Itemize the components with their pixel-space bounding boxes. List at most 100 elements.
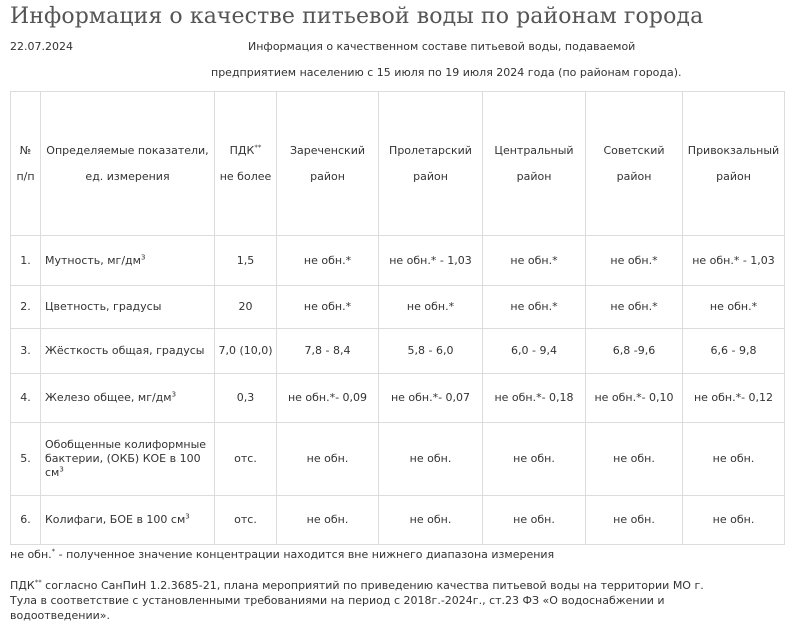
footnote-pdk: ПДК** согласно СанПиН 1.2.3685-21, плана… [10, 578, 730, 623]
value-proletarsky: 5,8 - 6,0 [378, 328, 483, 374]
header-district-line2: район [716, 169, 751, 183]
footnote-not-detected: не обн.* - полученное значение концентра… [10, 548, 554, 561]
row-pdk: 20 [214, 285, 277, 329]
row-pdk: 1,5 [214, 235, 277, 286]
value-tsentralny: не обн.*- 0,18 [482, 373, 586, 423]
header-number-line2: п/п [16, 169, 35, 183]
header-district-zarechensky: Зареченский район [276, 91, 379, 236]
header-district-line1: Пролетарский [389, 143, 472, 157]
row-pdk: 0,3 [214, 373, 277, 423]
row-parameter: Обобщенные колиформные бактерии, (ОКБ) К… [40, 422, 215, 496]
value-tsentralny: не обн. [482, 495, 586, 545]
page-title: Информация о качестве питьевой воды по р… [10, 4, 704, 29]
header-district-line2: район [413, 169, 448, 183]
row-parameter: Мутность, мг/дм3 [40, 235, 215, 286]
header-parameter-line2: ед. измерения [85, 169, 170, 183]
parameter-text: Мутность, мг/дм [45, 253, 141, 267]
header-district-privokzalny: Привокзальный район [682, 91, 785, 236]
footnote-1-term: не обн. [10, 548, 52, 561]
value-sovetsky: не обн.*- 0,10 [585, 373, 683, 423]
unit-superscript: 3 [185, 512, 190, 521]
table-row: 3. Жёсткость общая, градусы 7,0 (10,0) 7… [10, 328, 785, 374]
table-header-row: № п/п Определяемые показатели, ед. измер… [10, 91, 785, 236]
header-number: № п/п [10, 91, 41, 236]
row-pdk: отс. [214, 422, 277, 496]
header-pdk: ПДК** не более [214, 91, 277, 236]
intro-text-line-2: предприятием населению с 15 июля по 19 и… [211, 66, 682, 79]
value-tsentralny: не обн.* [482, 285, 586, 329]
value-proletarsky: не обн.* [378, 285, 483, 329]
parameter-text: Цветность, градусы [45, 300, 162, 313]
header-district-line1: Советский [603, 143, 665, 157]
header-number-line1: № [19, 143, 32, 157]
water-quality-table: № п/п Определяемые показатели, ед. измер… [10, 91, 785, 545]
header-district-line2: район [516, 169, 552, 183]
unit-superscript: 3 [171, 390, 177, 399]
value-proletarsky: не обн.*- 0,07 [378, 373, 483, 423]
parameter-text-line1: Обобщенные колиформные [45, 438, 207, 451]
footnote-2-term: ПДК [10, 579, 35, 592]
value-privokzalny: не обн.* [682, 285, 785, 329]
row-pdk: 7,0 (10,0) [214, 328, 277, 374]
value-proletarsky: не обн. [378, 495, 483, 545]
value-zarechensky: не обн.*- 0,09 [276, 373, 379, 423]
value-sovetsky: не обн.* [585, 285, 683, 329]
value-privokzalny: 6,6 - 9,8 [682, 328, 785, 374]
value-tsentralny: 6,0 - 9,4 [482, 328, 586, 374]
value-zarechensky: не обн. [276, 422, 379, 496]
header-district-line2: район [310, 169, 345, 183]
value-sovetsky: не обн. [585, 495, 683, 545]
unit-superscript: 3 [59, 465, 64, 474]
row-parameter: Цветность, градусы [40, 285, 215, 329]
table-row: 4. Железо общее, мг/дм3 0,3 не обн.*- 0,… [10, 373, 785, 423]
table-row: 1. Мутность, мг/дм3 1,5 не обн.* не обн.… [10, 235, 785, 286]
value-privokzalny: не обн.* - 1,03 [682, 235, 785, 286]
row-number: 5. [10, 422, 41, 496]
table-row: 2. Цветность, градусы 20 не обн.* не обн… [10, 285, 785, 329]
value-proletarsky: не обн.* - 1,03 [378, 235, 483, 286]
parameter-text-line3: см [45, 466, 60, 479]
value-sovetsky: не обн.* [585, 235, 683, 286]
value-proletarsky: не обн. [378, 422, 483, 496]
row-number: 6. [10, 495, 41, 545]
header-pdk-label: ПДК [229, 143, 255, 157]
footnote-2-sup: ** [34, 578, 42, 587]
row-number: 2. [10, 285, 41, 329]
header-district-sovetsky: Советский район [585, 91, 683, 236]
value-zarechensky: 7,8 - 8,4 [276, 328, 379, 374]
header-pdk-sup: ** [254, 142, 262, 151]
value-zarechensky: не обн.* [276, 235, 379, 286]
unit-superscript: 3 [140, 252, 146, 261]
row-pdk: отс. [214, 495, 277, 545]
value-privokzalny: не обн.*- 0,12 [682, 373, 785, 423]
row-number: 4. [10, 373, 41, 423]
row-parameter: Железо общее, мг/дм3 [40, 373, 215, 423]
header-district-tsentralny: Центральный район [482, 91, 586, 236]
value-sovetsky: не обн. [585, 422, 683, 496]
value-sovetsky: 6,8 -9,6 [585, 328, 683, 374]
value-tsentralny: не обн. [482, 422, 586, 496]
table-row: 6. Колифаги, БОЕ в 100 см3 отс. не обн. … [10, 495, 785, 545]
header-district-line1: Зареченский [290, 143, 365, 157]
header-pdk-line2: не более [219, 169, 272, 183]
table-row: 5. Обобщенные колиформные бактерии, (ОКБ… [10, 422, 785, 496]
header-district-proletarsky: Пролетарский район [378, 91, 483, 236]
value-zarechensky: не обн.* [276, 285, 379, 329]
header-parameter: Определяемые показатели, ед. измерения [40, 91, 215, 236]
row-parameter: Жёсткость общая, градусы [40, 328, 215, 374]
intro-text-line-1: Информация о качественном составе питьев… [248, 40, 636, 53]
row-number: 1. [10, 235, 41, 286]
value-privokzalny: не обн. [682, 422, 785, 496]
header-district-line1: Центральный [494, 143, 574, 157]
footnote-1-sup: * [51, 547, 56, 556]
row-parameter: Колифаги, БОЕ в 100 см3 [40, 495, 215, 545]
parameter-text: Колифаги, БОЕ в 100 см [45, 513, 186, 526]
header-district-line2: район [616, 169, 652, 183]
header-district-line1: Привокзальный [687, 143, 780, 157]
value-zarechensky: не обн. [276, 495, 379, 545]
parameter-text-line2: бактерии, (ОКБ) КОЕ в 100 [45, 452, 201, 465]
footnote-2-text: согласно СанПиН 1.2.3685-21, плана мероп… [10, 579, 704, 622]
header-parameter-line1: Определяемые показатели, [46, 143, 209, 157]
value-tsentralny: не обн.* [482, 235, 586, 286]
footnote-1-text: - полученное значение концентрации наход… [55, 548, 555, 561]
